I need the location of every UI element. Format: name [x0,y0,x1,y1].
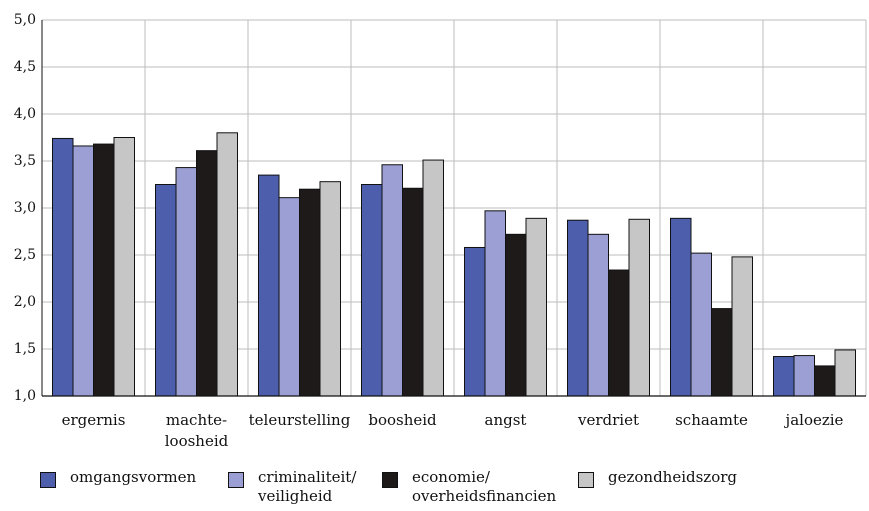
bar-3-5 [505,233,527,397]
legend-label-economie: economie/ overheidsfinancien [412,468,557,505]
x-category-labels: ergernis machte-loosheid teleurstelling boo… [62,411,844,450]
y-tick-label: 2,5 [14,247,36,263]
legend-item-omgangsvormen: omgangsvormen [40,468,196,488]
bar-2-5 [484,210,506,397]
y-tick-label: 5,0 [14,12,36,28]
bar-3-7 [711,308,733,397]
x-category-label: schaamte [675,411,748,429]
bar-2-4 [381,164,403,397]
x-category-label: machte-loosheid [165,411,229,450]
y-tick-label: 4,5 [14,59,36,75]
bar-2-8 [793,355,815,397]
axes [41,20,866,397]
y-tick-label: 2,0 [14,294,36,310]
legend-item-criminaliteit: criminaliteit/ veiligheid [228,468,356,506]
bar-3-3 [299,188,321,397]
bar-2-2 [175,167,197,397]
bar-1-6 [567,219,589,397]
bar-4-5 [525,217,547,397]
x-category-label: jaloezie [784,411,844,429]
bar-3-1 [93,143,115,397]
bar-2-1 [72,145,94,397]
x-category-label: boosheid [368,411,437,429]
bar-3-4 [402,187,424,397]
bar-3-2 [196,150,218,397]
bar-3-8 [814,365,836,397]
bar-1-3 [258,174,280,397]
bar-2-7 [690,252,712,397]
y-tick-label: 4,0 [14,106,36,122]
legend-swatch-criminaliteit [228,472,244,488]
bar-4-4 [422,159,444,397]
bar-2-3 [278,197,300,397]
bar-4-2 [216,132,238,397]
y-tick-label: 3,0 [14,200,36,216]
y-tick-label: 3,5 [14,153,36,169]
bar-4-8 [834,349,856,397]
bar-4-7 [731,256,753,397]
legend-label-omgangsvormen: omgangsvormen [70,468,197,486]
bar-4-6 [628,218,650,397]
bar-1-4 [361,184,383,397]
y-tick-label: 1,5 [14,341,36,357]
y-tick-labels: 1,0 1,5 2,0 2,5 3,0 3,5 4,0 4,5 5,0 [14,12,36,404]
bar-1-5 [464,246,486,397]
x-category-label: verdriet [577,411,639,429]
legend-swatch-economie [382,472,398,488]
bar-chart: 1,0 1,5 2,0 2,5 3,0 3,5 4,0 4,5 5,0 ergernis mach… [14,12,867,450]
legend: omgangsvormen criminaliteit/ veiligheid … [40,468,860,511]
legend-label-criminaliteit: criminaliteit/ veiligheid [258,468,357,505]
bar-2-6 [587,233,609,397]
bar-1-2 [155,184,177,397]
y-tick-label: 1,0 [14,388,36,404]
bar-1-7 [670,217,692,397]
bar-4-3 [319,181,341,397]
legend-item-gezondheidszorg: gezondheidszorg [578,468,737,488]
x-category-label: angst [485,411,527,429]
legend-swatch-omgangsvormen [40,472,56,488]
bar-1-1 [52,137,74,397]
bar-1-8 [773,356,795,397]
bar-4-1 [113,137,135,397]
bar-3-6 [608,269,630,397]
x-category-label: ergernis [62,411,126,429]
legend-swatch-gezondheidszorg [578,472,594,488]
legend-label-gezondheidszorg: gezondheidszorg [608,468,738,486]
x-category-label: teleurstelling [249,411,351,429]
legend-item-economie: economie/ overheidsfinancien [382,468,556,506]
